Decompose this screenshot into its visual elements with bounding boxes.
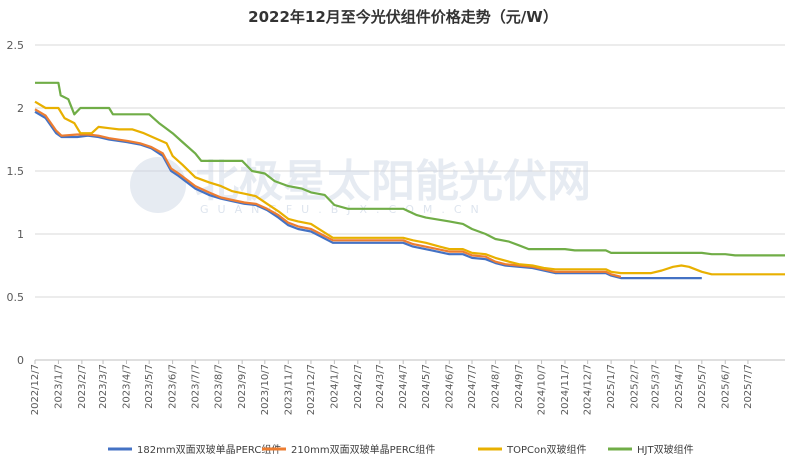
x-tick-label: 2024/4/7 xyxy=(398,364,409,409)
x-tick-label: 2023/10/7 xyxy=(260,364,271,415)
series-line-2 xyxy=(34,100,785,276)
x-tick-label: 2025/5/7 xyxy=(697,364,708,409)
x-tick-label: 2024/1/7 xyxy=(329,364,340,409)
legend-label: 182mm双面双玻单晶PERC组件 xyxy=(137,443,281,456)
watermark-logo-icon xyxy=(130,157,186,213)
x-tick-label: 2025/7/7 xyxy=(743,364,754,409)
x-tick-label: 2023/6/7 xyxy=(168,364,179,409)
y-tick-label: 2.5 xyxy=(7,39,25,52)
x-tick-label: 2025/1/7 xyxy=(606,364,617,409)
x-tick-label: 2024/10/7 xyxy=(537,364,548,415)
x-tick-label: 2023/11/7 xyxy=(283,364,294,415)
y-tick-label: 0 xyxy=(17,354,24,367)
x-tick-label: 2022/12/7 xyxy=(30,364,41,415)
x-tick-label: 2023/4/7 xyxy=(121,364,132,409)
x-tick-label: 2023/3/7 xyxy=(98,364,109,409)
legend-item-2: TOPCon双玻组件 xyxy=(478,443,586,456)
watermark-subtext: GUANGFU.BJX.COM.CN xyxy=(200,203,488,216)
x-tick-label: 2025/6/7 xyxy=(720,364,731,409)
y-tick-label: 0.5 xyxy=(7,291,25,304)
x-tick-label: 2025/4/7 xyxy=(674,364,685,409)
legend-label: 210mm双面双玻单晶PERC组件 xyxy=(291,443,435,456)
watermark: 北极星太阳能光伏网 GUANGFU.BJX.COM.CN xyxy=(130,156,591,216)
series-lines xyxy=(34,81,785,280)
x-tick-label: 2024/8/7 xyxy=(490,364,501,409)
series-line-1 xyxy=(34,108,622,278)
chart-title: 2022年12月至今光伏组件价格走势（元/W） xyxy=(248,8,558,26)
x-tick-label: 2024/2/7 xyxy=(353,364,364,409)
y-tick-label: 1.5 xyxy=(7,165,25,178)
legend-label: HJT双玻组件 xyxy=(637,443,694,456)
legend: 182mm双面双玻单晶PERC组件 210mm双面双玻单晶PERC组件 TOPCon… xyxy=(108,443,694,456)
x-tick-label: 2023/5/7 xyxy=(144,364,155,409)
series-line-3 xyxy=(35,81,785,257)
x-tick-label: 2023/8/7 xyxy=(214,364,225,409)
legend-item-1: 210mm双面双玻单晶PERC组件 xyxy=(262,443,435,456)
y-axis: 0 0.5 1 1.5 2 2.5 xyxy=(7,39,25,367)
watermark-text: 北极星太阳能光伏网 xyxy=(195,156,591,207)
x-tick-label: 2023/9/7 xyxy=(237,364,248,409)
x-tick-label: 2024/5/7 xyxy=(421,364,432,409)
x-axis: 2022/12/7 2023/1/7 2023/2/7 2023/3/7 2023/4/… xyxy=(30,359,785,415)
x-tick-label: 2023/2/7 xyxy=(77,364,88,409)
x-tick-label: 2024/11/7 xyxy=(560,364,571,415)
y-tick-label: 2 xyxy=(17,102,24,115)
x-tick-label: 2024/3/7 xyxy=(375,364,386,409)
x-tick-label: 2025/3/7 xyxy=(651,364,662,409)
x-tick-label: 2024/12/7 xyxy=(583,364,594,415)
x-tick-label: 2023/12/7 xyxy=(306,364,317,415)
x-tick-label: 2023/1/7 xyxy=(53,364,64,409)
y-tick-label: 1 xyxy=(17,228,24,241)
legend-item-3: HJT双玻组件 xyxy=(608,443,694,456)
x-tick-label: 2023/7/7 xyxy=(190,364,201,409)
series-line-0 xyxy=(34,110,702,280)
x-tick-label: 2024/6/7 xyxy=(444,364,455,409)
legend-label: TOPCon双玻组件 xyxy=(506,443,586,456)
x-tick-label: 2024/9/7 xyxy=(514,364,525,409)
x-tick-label: 2024/7/7 xyxy=(467,364,478,409)
x-tick-label: 2025/2/7 xyxy=(630,364,641,409)
legend-item-0: 182mm双面双玻单晶PERC组件 xyxy=(108,443,281,456)
